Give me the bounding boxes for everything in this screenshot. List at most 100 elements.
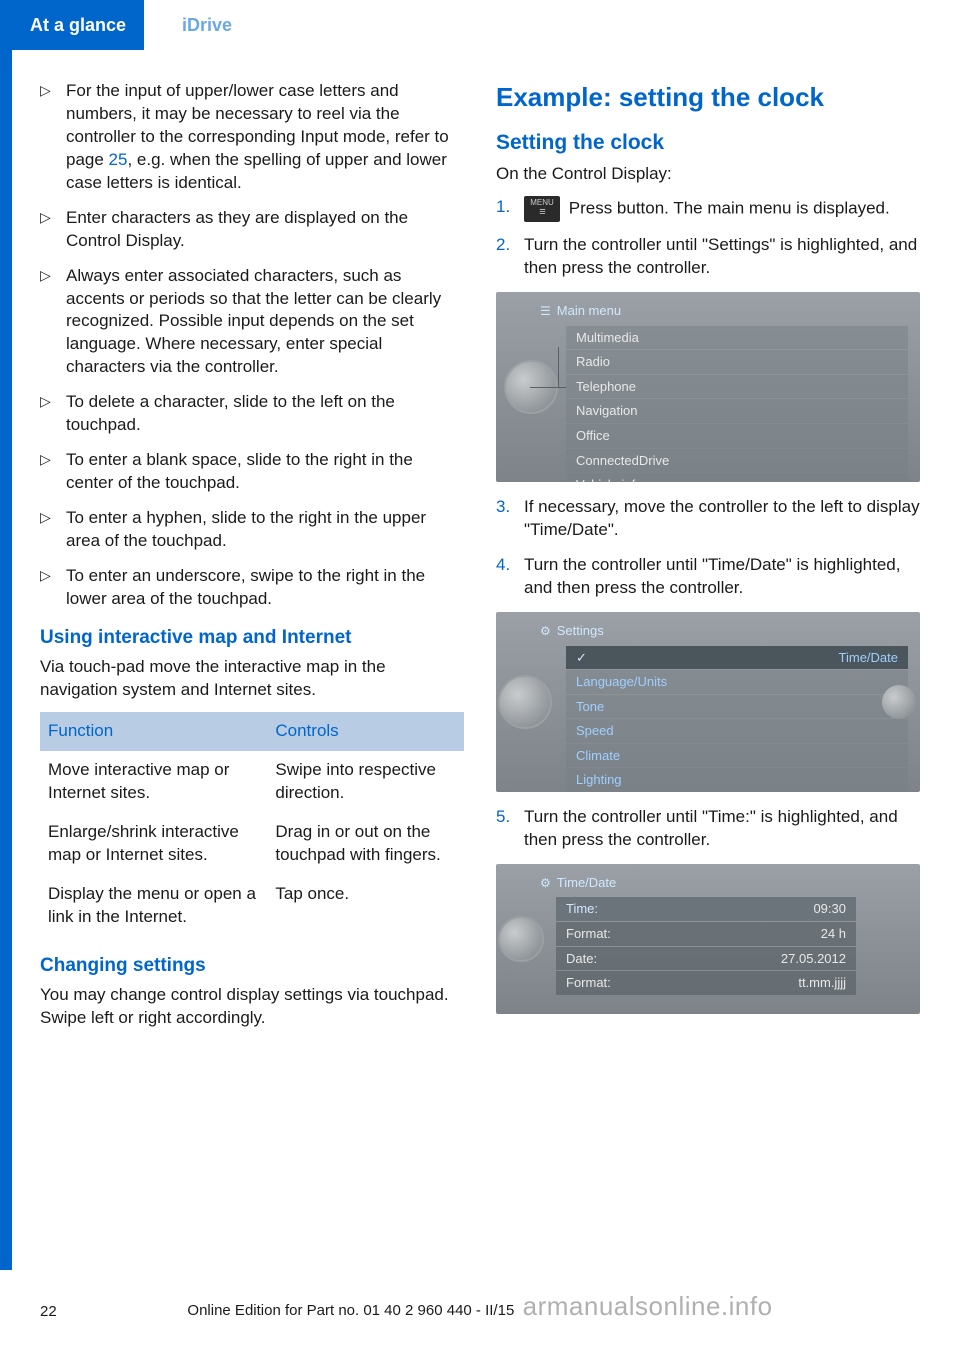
kv-value: 24 h [821, 925, 846, 943]
table-row: Move interactive map or Internet sites. … [40, 751, 464, 813]
step-item: 5. Turn the controller until "Time:" is … [496, 806, 920, 852]
kv-row: Format: 24 h [556, 922, 856, 946]
bullet-item: To enter a blank space, slide to the rig… [40, 449, 464, 495]
heading-changing: Changing settings [40, 953, 464, 979]
screenshot-main-menu: ☰ Main menu MultimediaRadioTelephoneNavig… [496, 292, 920, 482]
step-item: 3. If necessary, move the controller to … [496, 496, 920, 542]
kv-row: Time: 09:30 [556, 897, 856, 921]
screenshot-time-date: ⚙Time/Date Time: 09:30 Format: 24 h Date: 27.… [496, 864, 920, 1014]
bullet-text: Always enter associated characters, such… [66, 266, 441, 377]
step-number: 4. [496, 554, 510, 577]
menu-item: Climate [566, 744, 908, 768]
kv-label: Time: [566, 900, 598, 918]
screenshot-kv-list: Time: 09:30 Format: 24 h Date: 27.05.2012 Form… [556, 897, 856, 994]
bullet-text: To enter a blank space, slide to the rig… [66, 450, 413, 492]
controller-knob-icon [498, 916, 544, 962]
bullet-list: For the input of upper/lower case letter… [40, 80, 464, 611]
menu-item: Language/Units [566, 670, 908, 694]
list-icon: ☰ [540, 303, 551, 319]
step-item: 4. Turn the controller until "Time/Date"… [496, 554, 920, 600]
table-cell: Enlarge/shrink interactive map or Intern… [40, 813, 267, 875]
page-ref-link[interactable]: 25 [109, 150, 128, 169]
bullet-item: To enter a hyphen, slide to the right in… [40, 507, 464, 553]
paragraph-on-display: On the Control Display: [496, 163, 920, 186]
step-number: 1. [496, 196, 510, 219]
menu-item: Tone [566, 695, 908, 719]
table-header-row: Function Controls [40, 712, 464, 751]
left-column: For the input of upper/lower case letter… [40, 80, 464, 1040]
table-cell: Swipe into respective direction. [267, 751, 464, 813]
menu-item: Telephone [566, 375, 908, 399]
kv-row: Date: 27.05.2012 [556, 947, 856, 971]
print-line: Online Edition for Part no. 01 40 2 960 … [0, 1289, 960, 1324]
menu-item: Vehicle info [566, 473, 908, 482]
bullet-text: Enter characters as they are displayed o… [66, 208, 408, 250]
menu-item: Lighting [566, 768, 908, 792]
header: At a glance iDrive [0, 0, 960, 50]
step-number: 3. [496, 496, 510, 519]
table-header-controls: Controls [267, 712, 464, 751]
screenshot-title: ⚙Time/Date [496, 872, 920, 898]
table-cell: Tap once. [267, 875, 464, 937]
menu-item: Office [566, 424, 908, 448]
step-text: Turn the controller until "Time/Date" is… [524, 555, 900, 597]
menu-item: Navigation [566, 399, 908, 423]
step-text: If necessary, move the controller to the… [524, 497, 920, 539]
kv-label: Date: [566, 950, 597, 968]
bullet-item: Enter characters as they are displayed o… [40, 207, 464, 253]
controller-knob-icon [498, 675, 552, 729]
table-cell: Move interactive map or Internet sites. [40, 751, 267, 813]
bullet-item: To enter an underscore, swipe to the rig… [40, 565, 464, 611]
bullet-text: To delete a character, slide to the left… [66, 392, 395, 434]
heading-setting-clock: Setting the clock [496, 129, 920, 157]
bullet-text: To enter a hyphen, slide to the right in… [66, 508, 426, 550]
screenshot-title-text: Main menu [557, 302, 621, 320]
table-cell: Display the menu or open a link in the I… [40, 875, 267, 937]
gear-icon: ⚙ [540, 875, 551, 891]
header-section-label: At a glance [30, 13, 126, 37]
step-item: 2. Turn the controller until "Settings" … [496, 234, 920, 280]
gear-icon: ⚙ [540, 623, 551, 639]
header-section: At a glance [12, 0, 144, 50]
kv-label: Format: [566, 974, 611, 992]
bullet-item: For the input of upper/lower case letter… [40, 80, 464, 195]
menu-item: Speed [566, 719, 908, 743]
table-row: Display the menu or open a link in the I… [40, 875, 464, 937]
print-text: Online Edition for Part no. 01 40 2 960 … [187, 1302, 514, 1319]
screenshot-menu-list: ✓Time/DateLanguage/UnitsToneSpeedClimate… [566, 646, 908, 792]
menu-item: ConnectedDrive [566, 449, 908, 473]
kv-row: Format: tt.mm.jjjj [556, 971, 856, 995]
bullet-item: Always enter associated characters, such… [40, 265, 464, 380]
bullet-item: To delete a character, slide to the left… [40, 391, 464, 437]
screenshot-title-text: Settings [557, 622, 604, 640]
step-text: Turn the controller until "Time:" is hig… [524, 807, 898, 849]
menu-item: Radio [566, 350, 908, 374]
step-item: 1. MENU≡ Press button. The main menu is … [496, 196, 920, 222]
menu-item: ✓Time/Date [566, 646, 908, 670]
check-icon: ✓ [576, 649, 587, 667]
step-number: 5. [496, 806, 510, 829]
function-controls-table: Function Controls Move interactive map o… [40, 712, 464, 937]
heading-map: Using interactive map and Internet [40, 625, 464, 651]
menu-button-icon: MENU≡ [524, 196, 560, 222]
content-columns: For the input of upper/lower case letter… [40, 80, 920, 1040]
controller-knob-right-icon [882, 685, 916, 719]
screenshot-title: ⚙ Settings [496, 620, 920, 646]
kv-value: 09:30 [813, 900, 846, 918]
paragraph-changing: You may change control display settings … [40, 984, 464, 1030]
menu-item: Multimedia [566, 326, 908, 350]
kv-value: 27.05.2012 [781, 950, 846, 968]
step-number: 2. [496, 234, 510, 257]
table-header-function: Function [40, 712, 267, 751]
watermark-text: armanualsonline.info [523, 1291, 773, 1321]
table-cell: Drag in or out on the touchpad with fing… [267, 813, 464, 875]
side-strip [0, 0, 12, 1270]
header-sub-label: iDrive [182, 13, 232, 37]
kv-label: Format: [566, 925, 611, 943]
screenshot-menu-list: MultimediaRadioTelephoneNavigationOffice… [566, 326, 908, 482]
kv-value: tt.mm.jjjj [798, 974, 846, 992]
screenshot-title: ☰ Main menu [496, 300, 920, 326]
step-text: Press button. The main menu is displayed… [569, 199, 890, 218]
steps-list: 5. Turn the controller until "Time:" is … [496, 806, 920, 852]
pointer-line [530, 387, 566, 388]
